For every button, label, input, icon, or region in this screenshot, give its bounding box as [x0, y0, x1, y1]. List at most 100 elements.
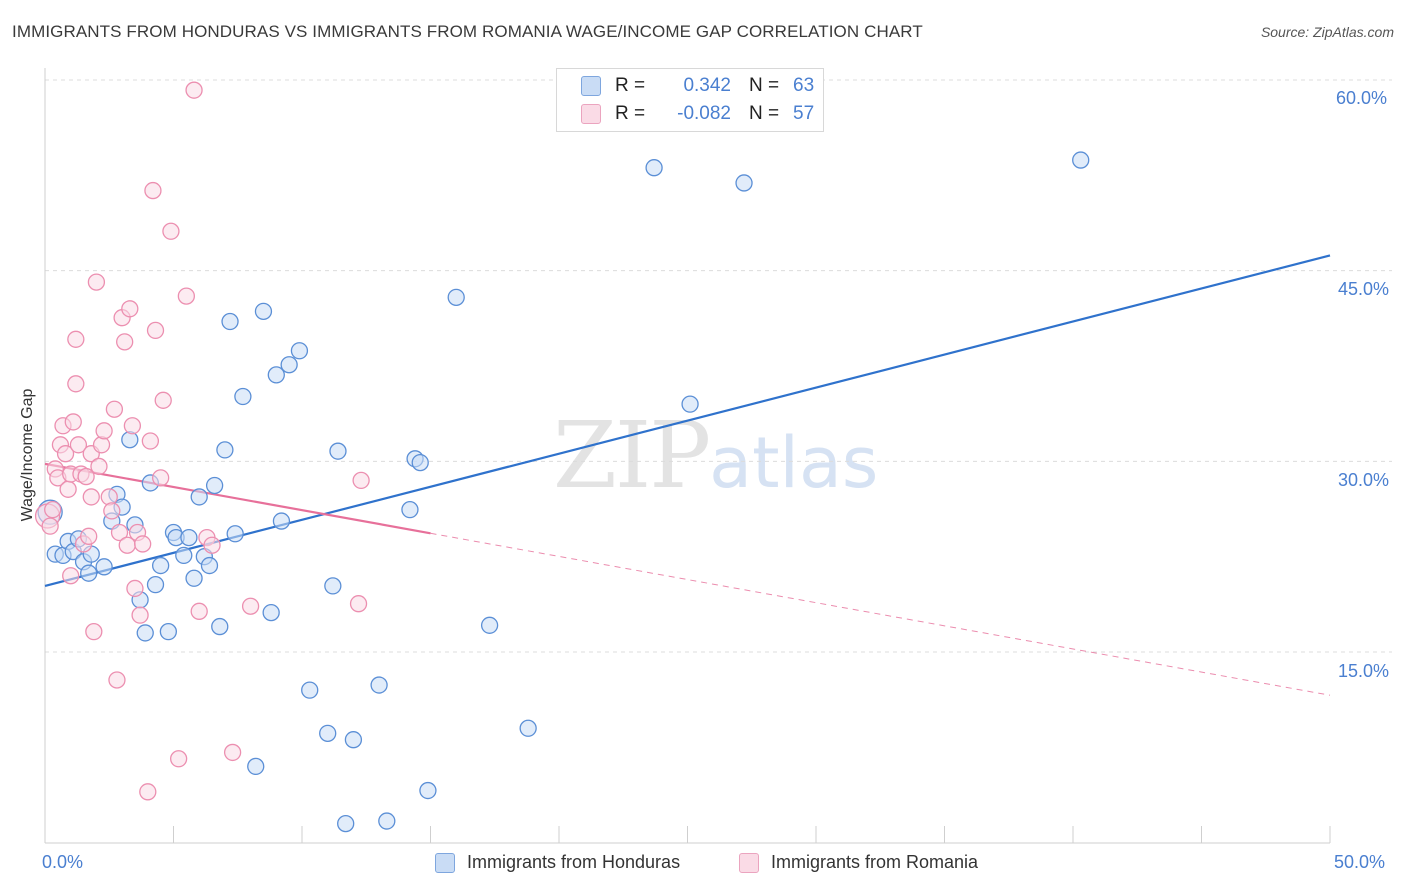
data-point-romania [41, 517, 59, 535]
data-point-romania [67, 375, 85, 393]
data-point-honduras [211, 617, 229, 636]
source-label: Source: ZipAtlas.com [1260, 24, 1394, 40]
data-point-honduras [190, 488, 208, 506]
data-point-romania [95, 422, 113, 440]
legend-swatch-pink [739, 852, 759, 873]
trend-line-honduras [44, 254, 1331, 587]
data-point-honduras [319, 724, 337, 743]
y-tick-label: 30.0% [1338, 470, 1390, 490]
x-tick-label: 0.0% [42, 852, 84, 872]
watermark: ZIPatlas [553, 402, 878, 509]
data-point-honduras [645, 159, 663, 177]
data-point-romania [92, 436, 111, 454]
data-point-romania [146, 321, 165, 340]
data-point-romania [110, 523, 129, 542]
data-point-romania [116, 333, 134, 351]
y-tick-label: 45.0% [1338, 279, 1390, 299]
series-honduras [37, 151, 1090, 833]
grid-lines [45, 79, 1392, 653]
data-point-honduras [378, 812, 396, 830]
data-point-romania [203, 536, 221, 554]
data-point-honduras [205, 476, 224, 495]
data-point-romania [85, 623, 103, 641]
bottom-legend-romania[interactable]: Immigrants from Romania [739, 852, 978, 873]
data-point-romania [56, 445, 75, 463]
data-point-romania [177, 287, 196, 305]
legend-row-honduras: R = 0.342 N = 63 [557, 72, 814, 100]
correlation-legend: R = 0.342 N = 63 R = -0.082 N = 57 [556, 68, 824, 132]
data-point-romania [241, 597, 260, 615]
data-point-romania [87, 273, 106, 291]
trend-lines [44, 254, 1331, 696]
data-point-romania [126, 579, 144, 598]
legend-swatch-blue [435, 852, 455, 873]
data-point-honduras [681, 395, 699, 413]
data-point-honduras [280, 356, 298, 374]
data-point-honduras [254, 302, 273, 320]
data-point-honduras [95, 558, 113, 576]
data-point-romania [90, 457, 108, 476]
data-point-romania [139, 783, 157, 801]
data-point-honduras [146, 575, 165, 594]
data-point-romania [223, 743, 242, 762]
data-point-honduras [234, 387, 252, 406]
x-tick-label: 50.0% [1334, 852, 1386, 872]
legend-label: Immigrants from Romania [771, 852, 979, 872]
data-point-romania [67, 330, 85, 348]
data-point-romania [190, 602, 208, 620]
data-point-romania [162, 222, 180, 240]
data-point-romania [169, 750, 188, 768]
data-point-honduras [324, 577, 342, 595]
data-point-honduras [735, 174, 753, 192]
data-point-romania [69, 436, 88, 454]
data-point-honduras [136, 624, 154, 642]
data-point-romania [105, 400, 124, 418]
data-point-honduras [419, 781, 437, 800]
legend-r-label: R = [615, 75, 646, 96]
legend-swatch-pink [581, 104, 601, 124]
data-point-honduras [344, 731, 363, 749]
legend-r-label: R = [615, 103, 646, 124]
trend-line-romania [44, 462, 431, 535]
data-point-honduras [80, 564, 98, 582]
data-point-romania [108, 671, 126, 689]
trend-line-romania-extrapolated [430, 532, 1331, 696]
data-point-honduras [226, 525, 244, 543]
data-point-romania [121, 300, 139, 318]
data-point-honduras [401, 500, 419, 519]
legend-swatch-blue [581, 76, 601, 96]
data-point-romania [59, 480, 77, 498]
data-point-honduras [337, 814, 355, 833]
data-point-romania [151, 469, 170, 487]
data-point-romania [185, 81, 203, 99]
data-point-honduras [301, 681, 319, 699]
data-point-honduras [290, 342, 309, 360]
axes [44, 68, 1331, 844]
data-point-honduras [267, 366, 285, 384]
legend-n-label: N = [749, 103, 780, 124]
data-point-romania [352, 471, 370, 490]
data-point-honduras [247, 757, 265, 776]
data-point-honduras [221, 312, 239, 331]
data-point-romania [349, 595, 368, 613]
legend-r-value: -0.082 [677, 103, 731, 124]
data-point-honduras [180, 528, 198, 547]
data-point-honduras [480, 616, 499, 634]
legend-n-label: N = [749, 75, 780, 96]
legend-n-value: 63 [793, 75, 815, 96]
data-point-romania [62, 567, 80, 585]
data-point-romania [100, 488, 118, 506]
data-point-honduras [262, 603, 280, 622]
data-point-honduras [272, 512, 291, 530]
data-point-romania [144, 181, 162, 200]
legend-r-value: 0.342 [683, 75, 731, 96]
data-point-honduras [1072, 151, 1090, 169]
bottom-legend-honduras[interactable]: Immigrants from Honduras [435, 852, 680, 873]
data-point-romania [134, 535, 152, 553]
y-tick-label: 60.0% [1336, 88, 1388, 108]
data-point-romania [82, 488, 100, 506]
series-romania [34, 81, 370, 801]
data-point-honduras [411, 453, 429, 472]
data-point-honduras [519, 719, 537, 737]
